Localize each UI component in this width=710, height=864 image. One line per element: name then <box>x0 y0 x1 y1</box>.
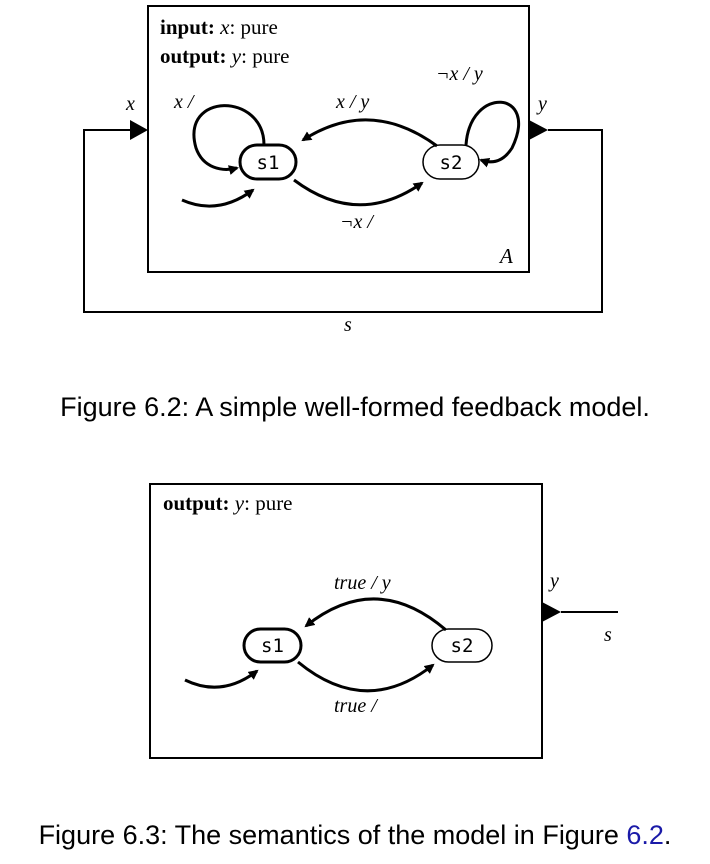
input-declaration: input: x: pure <box>160 15 278 39</box>
actor-box-semantics <box>149 483 543 759</box>
feedback-wire <box>83 129 603 313</box>
output-declaration: output: y: pure <box>160 44 290 68</box>
figure-6-2-caption: Figure 6.2: A simple well-formed feedbac… <box>60 392 650 422</box>
input-port-label: x <box>125 93 135 115</box>
transition-s1-to-s2-arrow <box>293 178 424 207</box>
input-port-triangle <box>130 120 148 140</box>
transition-s2-to-s1-label: x / y <box>335 91 369 113</box>
transition-s1-to-s2-label: true / <box>334 695 379 717</box>
caption-period: . <box>663 820 672 850</box>
output-declaration: output: y: pure <box>163 491 293 515</box>
state-s2-label: s2 <box>451 635 474 657</box>
transition-s2-to-s1-arrow <box>304 597 447 632</box>
state-s2 <box>422 144 480 180</box>
self-loop-s2-label: ¬x / y <box>436 63 483 85</box>
state-s1-label: s1 <box>261 635 284 657</box>
state-s2 <box>431 628 493 663</box>
self-loop-s1-arrow <box>192 104 266 175</box>
transition-s1-to-s2-arrow <box>297 660 435 693</box>
state-s1 <box>242 627 303 664</box>
self-loop-s2-arrow <box>464 100 520 168</box>
caption-text: Figure 6.3: The semantics of the model i… <box>38 820 627 850</box>
figure-6-3: output: y: pure y s s1 s2 true / y true … <box>149 483 618 759</box>
transition-s2-to-s1-label: true / y <box>334 572 391 594</box>
transition-s2-to-s1-arrow <box>301 118 438 148</box>
output-port-label: y <box>548 570 559 592</box>
initial-transition-arrow <box>184 669 259 689</box>
initial-transition-arrow <box>181 188 255 208</box>
self-loop-s1-label: x / <box>173 91 196 113</box>
output-port-triangle <box>542 602 561 622</box>
state-s1-label: s1 <box>257 152 280 174</box>
signal-label: s <box>604 624 612 646</box>
output-port-triangle <box>529 120 548 140</box>
state-s2-label: s2 <box>440 152 463 174</box>
output-port-label: y <box>536 93 547 115</box>
figure-reference-link[interactable]: 6.2 <box>626 820 664 850</box>
figure-6-2: input: x: pure output: y: pure x y s A s… <box>83 5 603 336</box>
feedback-signal-label: s <box>344 314 352 336</box>
transition-s1-to-s2-label: ¬x / <box>340 211 375 233</box>
state-s1 <box>238 143 298 181</box>
figure-6-3-caption: Figure 6.3: The semantics of the model i… <box>0 822 710 849</box>
actor-name-label: A <box>498 244 513 268</box>
